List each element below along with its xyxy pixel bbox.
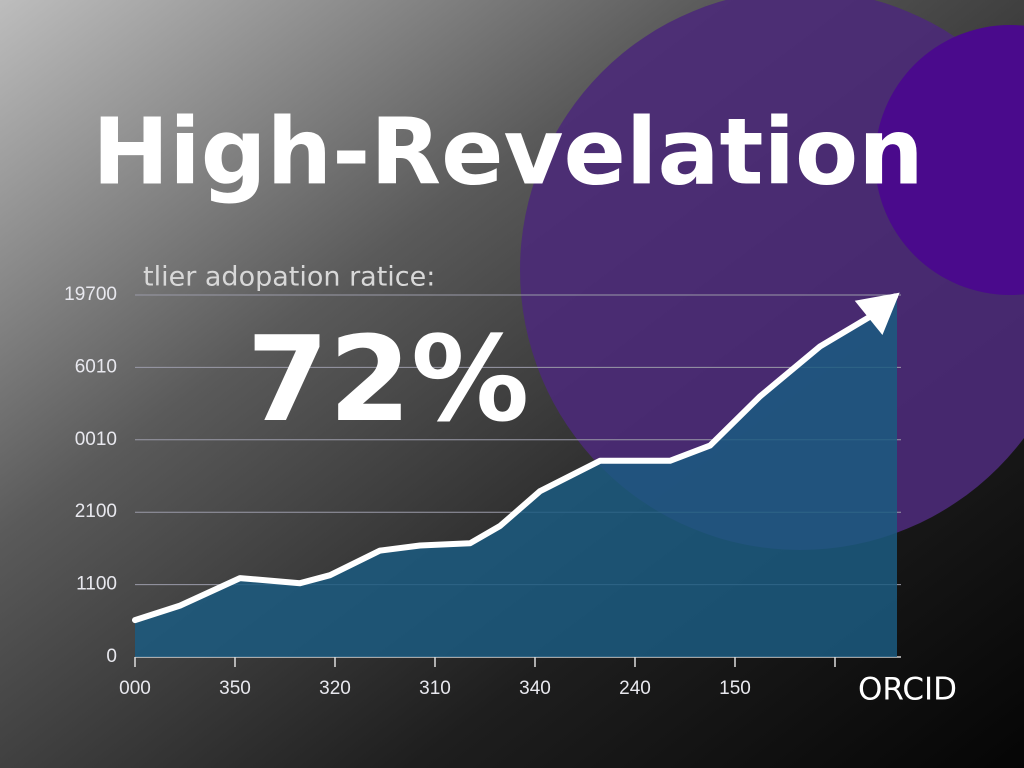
y-tick-label: 6010 <box>75 356 117 377</box>
x-tick-label: 150 <box>719 678 751 699</box>
x-tick-label: 340 <box>519 678 551 699</box>
plot <box>132 292 900 657</box>
logo: ORCID <box>858 672 957 708</box>
y-tick-label: 1100 <box>76 574 117 595</box>
y-tick-label: 2100 <box>75 501 117 522</box>
decor-circle <box>875 25 1024 295</box>
x-tick-label: 320 <box>319 678 351 699</box>
x-tick-label: 000 <box>119 678 151 699</box>
x-tick-label: 240 <box>619 678 651 699</box>
annotation: 72% <box>247 310 529 448</box>
y-tick-label: 0010 <box>75 429 117 450</box>
x-tick-label: 350 <box>219 678 251 699</box>
line <box>132 293 898 624</box>
y-tick-label: 0 <box>106 646 117 667</box>
y-tick-label: 19700 <box>64 284 117 305</box>
chart-subtitle: tlier adopation ratice: <box>143 262 435 293</box>
arrow-head <box>854 292 900 335</box>
area <box>135 296 897 657</box>
chart-title: High-Revelation <box>92 98 924 205</box>
x-tick-label: 310 <box>419 678 451 699</box>
